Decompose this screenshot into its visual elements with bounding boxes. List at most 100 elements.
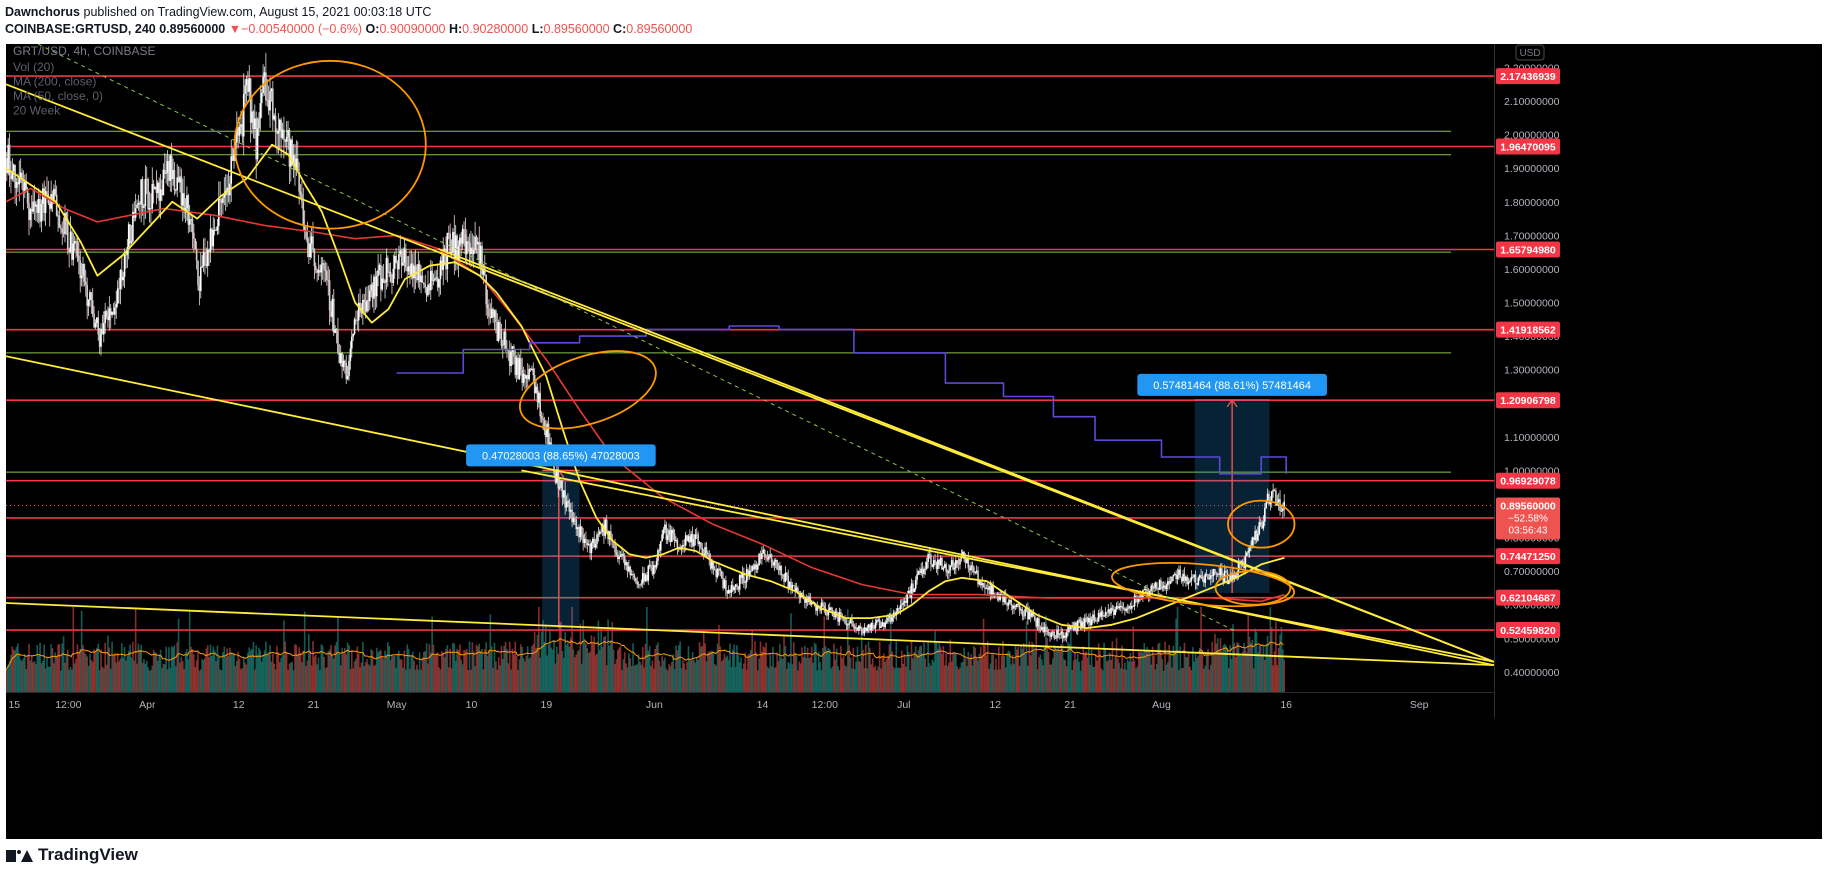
candle-body <box>639 584 641 586</box>
volume-bar <box>83 651 86 692</box>
volume-bar <box>529 656 532 692</box>
volume-bar <box>417 669 420 692</box>
volume-bar <box>864 644 867 692</box>
candle-body <box>291 139 294 166</box>
candle-body <box>916 574 918 580</box>
volume-bar <box>136 663 138 692</box>
candle-body <box>546 423 548 437</box>
volume-bar <box>302 650 305 692</box>
candle-body <box>880 625 882 628</box>
candle-body <box>981 583 983 586</box>
candle-body <box>1086 617 1089 623</box>
candle-body <box>1236 572 1238 576</box>
volume-bar <box>1092 666 1094 692</box>
volume-bar <box>1250 642 1252 692</box>
candle-body <box>26 188 29 204</box>
price-tick-label: 1.90000000 <box>1504 163 1560 175</box>
volume-bar <box>769 653 771 692</box>
volume-bar <box>29 660 32 692</box>
volume-bar <box>1175 618 1177 692</box>
candle-body <box>143 206 145 208</box>
volume-bar <box>1094 653 1097 692</box>
volume-bar <box>91 661 94 692</box>
volume-bar <box>912 658 914 692</box>
candle-body <box>500 328 503 346</box>
volume-bar <box>454 660 457 692</box>
volume-bar <box>510 669 512 692</box>
volume-bar <box>924 658 927 692</box>
volume-bar <box>421 657 424 692</box>
candle-body <box>1189 580 1191 583</box>
volume-bar <box>1157 643 1159 692</box>
candle-body <box>824 608 827 615</box>
volume-bar <box>453 643 456 692</box>
volume-bar <box>1209 664 1212 692</box>
candle-body <box>932 560 935 567</box>
volume-bar <box>1000 655 1003 692</box>
volume-bar <box>461 664 464 692</box>
candle-body <box>1270 491 1273 501</box>
volume-bar <box>935 641 938 692</box>
volume-bar <box>191 649 194 692</box>
volume-bar <box>815 644 817 692</box>
volume-bar <box>33 660 36 692</box>
volume-bar <box>240 669 242 692</box>
candle-body <box>668 529 670 536</box>
author-name[interactable]: Dawnchorus <box>5 5 81 19</box>
candle-body <box>852 624 855 627</box>
volume-bar <box>428 644 431 692</box>
candle-body <box>762 549 765 554</box>
candle-body <box>105 311 108 317</box>
candle-body <box>1034 616 1036 621</box>
volume-bar <box>11 646 14 692</box>
candle-body <box>308 242 310 258</box>
price-tick-label: 2.10000000 <box>1504 96 1560 108</box>
candle-body <box>658 549 661 551</box>
candle-body <box>1232 574 1234 579</box>
volume-bar <box>905 666 907 692</box>
candle-body <box>83 263 86 282</box>
candle-body <box>776 560 778 570</box>
candle-body <box>920 568 923 573</box>
volume-bar <box>133 660 136 692</box>
volume-bar <box>544 626 547 692</box>
volume-bar <box>502 659 504 692</box>
candle-body <box>129 224 131 244</box>
volume-bar <box>672 654 675 692</box>
candle-body <box>96 317 98 324</box>
volume-bar <box>292 670 295 692</box>
volume-bar <box>201 658 203 692</box>
candle-body <box>241 124 244 137</box>
candle-body <box>562 490 565 498</box>
candle-body <box>400 250 403 266</box>
candle-body <box>363 299 366 302</box>
chart-frame[interactable]: 0.47028003 (88.65%) 47028003 0.57481464 (… <box>6 44 1822 839</box>
volume-bar <box>402 667 404 692</box>
candle-body <box>553 461 555 475</box>
candle-body <box>766 557 769 560</box>
candle-body <box>395 256 397 264</box>
candle-body <box>883 622 885 627</box>
volume-bar <box>443 657 446 692</box>
candle-body <box>197 260 199 286</box>
volume-bar <box>607 619 609 692</box>
candle-body <box>701 547 704 555</box>
volume-bar <box>1046 637 1049 692</box>
candle-body <box>118 288 120 290</box>
volume-bar <box>176 642 179 692</box>
candle-body <box>827 610 830 616</box>
candle-body <box>780 565 783 576</box>
candle-body <box>982 583 985 588</box>
candle-body <box>729 589 731 593</box>
volume-bar <box>1107 659 1110 692</box>
candle-body <box>840 612 842 616</box>
volume-bar <box>496 669 499 692</box>
candle-body <box>1029 611 1032 617</box>
candle-body <box>1097 613 1100 622</box>
candle-body <box>483 268 486 275</box>
candle-body <box>1061 631 1064 639</box>
candle-body <box>155 186 158 193</box>
candle-body <box>662 529 665 535</box>
volume-bar <box>640 664 643 692</box>
